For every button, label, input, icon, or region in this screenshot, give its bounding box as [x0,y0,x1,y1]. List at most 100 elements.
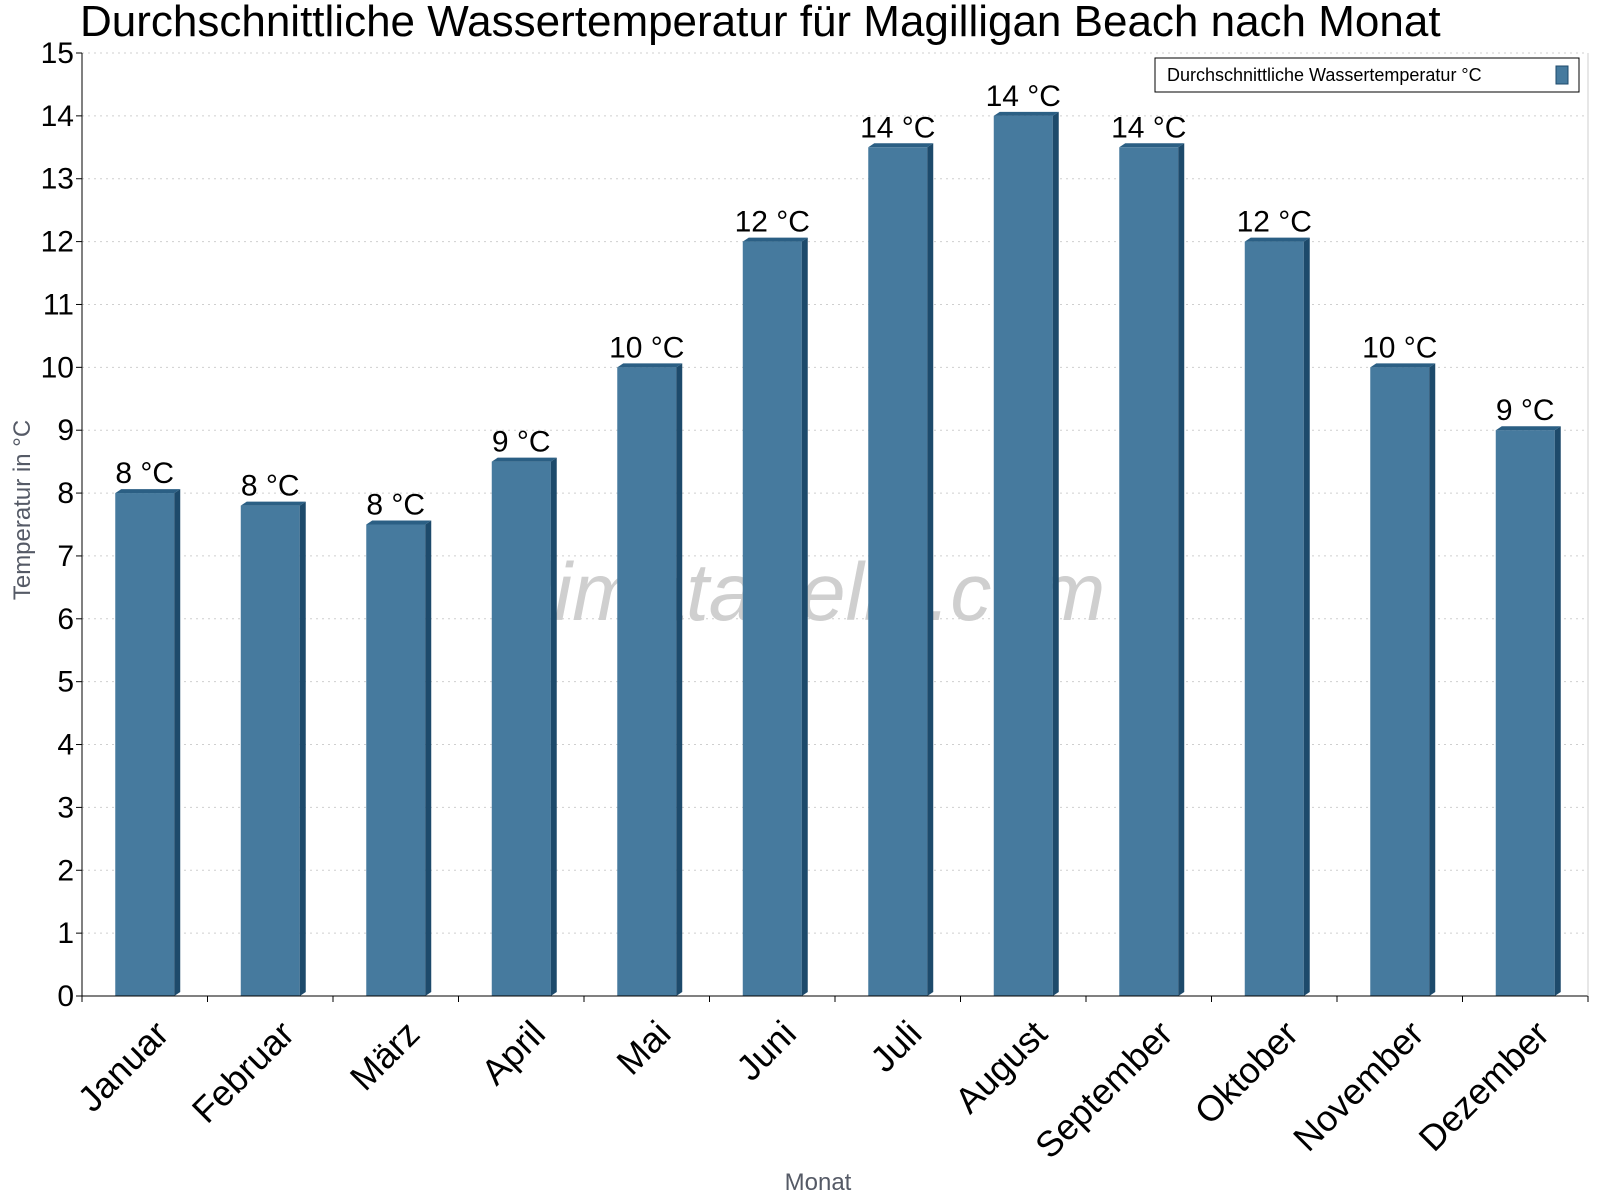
data-label: 14 °C [1111,111,1186,144]
bar-dezember [1495,426,1561,996]
x-tick-label: Januar [70,1013,177,1120]
data-label: 8 °C [115,457,174,490]
bar-face [1244,241,1304,997]
data-label: 10 °C [1362,331,1437,364]
bar-face [617,367,677,996]
x-tick-label: Oktober [1186,1013,1306,1133]
y-tick-label: 11 [43,288,74,321]
data-label: 8 °C [366,489,425,522]
bar-face [868,147,928,997]
bar-face [491,461,551,997]
bar-top [1119,143,1185,148]
bar-märz [366,520,432,996]
bar-top [491,457,557,462]
y-tick-label: 10 [41,351,74,384]
bar-face [115,493,175,996]
bar-mai [617,363,683,996]
data-label: 14 °C [986,80,1061,113]
bar-top [1495,426,1561,431]
y-tick-label: 12 [41,226,74,259]
bar-face [742,241,802,997]
x-tick-label: September [1027,1013,1181,1167]
bar-top [366,520,432,525]
x-tick-label: August [947,1013,1055,1121]
data-label: 12 °C [735,206,810,239]
bar-side [174,489,181,996]
bar-side [927,143,934,997]
bar-april [491,457,557,997]
bar-side [425,520,432,996]
y-tick-label: 1 [57,917,74,950]
y-tick-label: 0 [57,980,74,1013]
bar-side [299,501,306,996]
legend-label: Durchschnittliche Wassertemperatur °C [1167,65,1482,85]
axes [76,52,1589,1002]
x-axis-label: Monat [785,1169,852,1196]
bar-top [742,237,808,242]
bar-side [1429,363,1436,996]
y-tick-label: 7 [57,540,74,573]
legend-swatch [1555,65,1569,85]
y-tick-label: 6 [57,603,74,636]
bar-september [1119,143,1185,997]
y-tick-label: 9 [57,414,74,447]
bar-juli [868,143,934,997]
bar-side [1303,237,1310,997]
chart-title: Durchschnittliche Wassertemperatur für M… [80,0,1441,46]
data-label: 9 °C [492,426,551,459]
bar-top [993,111,1059,116]
bar-august [993,111,1059,996]
bar-top [240,501,306,506]
y-axis-label: Temperatur in °C [9,420,36,600]
grid-lines [82,52,1588,934]
bar-top [1244,237,1310,242]
x-tick-label: Februar [184,1013,302,1131]
bar-februar [240,501,306,996]
x-tick-label: Mai [608,1013,678,1083]
bar-side [550,457,557,997]
x-tick-label: November [1285,1013,1431,1159]
data-label: 10 °C [609,331,684,364]
bar-face [1495,430,1555,996]
bar-side [801,237,808,997]
bar-face [1370,367,1430,996]
bar-januar [115,489,181,996]
legend-box [1154,57,1580,93]
bar-november [1370,363,1436,996]
data-labels: 8 °C 8 °C 8 °C 9 °C 10 °C 12 °C 14 °C 14 °C 14 °… [115,80,1554,522]
data-label: 14 °C [860,111,935,144]
data-label: 9 °C [1496,394,1555,427]
y-tick-label: 8 [57,477,74,510]
x-tick-label: Juni [728,1013,804,1089]
bar-face [240,505,300,996]
bar-side [1052,111,1059,996]
bar-side [1178,143,1185,997]
x-tick-label: Juli [862,1013,929,1080]
bar-top [617,363,683,368]
y-tick-label: 15 [41,37,74,70]
y-tick-label: 4 [57,729,74,762]
x-tick-labels: Januar Februar März April Mai Juni Juli AugustS… [70,1013,1557,1167]
y-tick-label: 3 [57,791,74,824]
x-tick-label: Dezember [1410,1013,1556,1159]
bar-top [1370,363,1436,368]
y-tick-label: 14 [41,100,74,133]
x-tick-label: März [342,1013,428,1099]
data-label: 8 °C [241,470,300,503]
bar-top [868,143,934,148]
bar-top [115,489,181,494]
bar-side [676,363,683,996]
bar-juni [742,237,808,997]
bar-side [1554,426,1561,996]
bar-face [993,115,1053,996]
y-tick-label: 5 [57,666,74,699]
bar-oktober [1244,237,1310,997]
bar-face [1119,147,1179,997]
x-tick-label: April [473,1013,553,1093]
y-tick-label: 2 [57,854,74,887]
y-tick-label: 13 [41,163,74,196]
bars [115,111,1561,997]
